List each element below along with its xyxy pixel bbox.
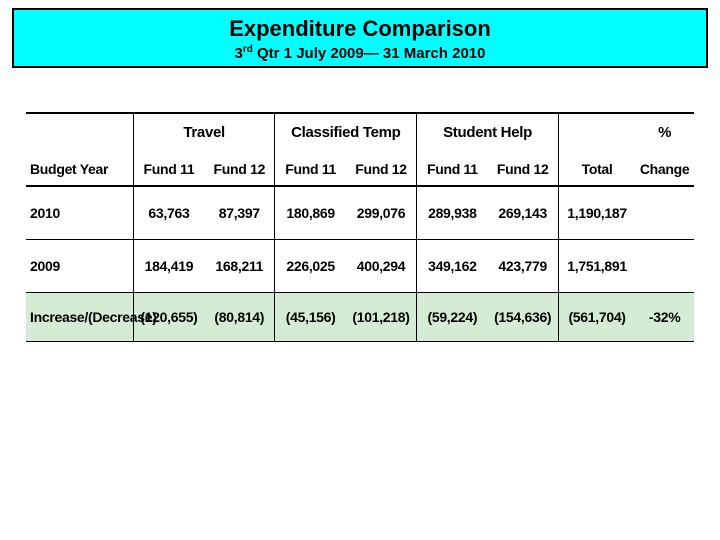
cell-value: 168,211: [204, 240, 275, 293]
cell-value: 269,143: [488, 186, 559, 240]
col-pct-change: Change: [635, 147, 694, 186]
cell-value: (59,224): [417, 293, 488, 342]
cell-value: 180,869: [275, 186, 346, 240]
col-travel-f12: Fund 12: [204, 147, 275, 186]
expenditure-table: Travel Classified Temp Student Help % Bu…: [26, 112, 694, 342]
col-travel-f11: Fund 11: [133, 147, 204, 186]
table-row: 2010 63,763 87,397 180,869 299,076 289,9…: [26, 186, 694, 240]
category-header-row: Travel Classified Temp Student Help %: [26, 113, 694, 147]
group-student-help: Student Help: [417, 113, 559, 147]
col-student-f11: Fund 11: [417, 147, 488, 186]
page-title: Expenditure Comparison: [24, 16, 696, 42]
col-total: Total: [558, 147, 635, 186]
table-row: 2009 184,419 168,211 226,025 400,294 349…: [26, 240, 694, 293]
cell-pct: [635, 186, 694, 240]
cell-value: 400,294: [346, 240, 417, 293]
cell-value: 289,938: [417, 186, 488, 240]
subtitle-ord-num: 3: [235, 45, 243, 62]
row-label-2009: 2009: [26, 240, 133, 293]
col-classified-f12: Fund 12: [346, 147, 417, 186]
column-header-row: Budget Year Fund 11 Fund 12 Fund 11 Fund…: [26, 147, 694, 186]
title-banner: Expenditure Comparison 3rd Qtr 1 July 20…: [12, 8, 708, 68]
cell-value: 423,779: [488, 240, 559, 293]
cell-value: 349,162: [417, 240, 488, 293]
subtitle-ord-suffix: rd: [243, 44, 253, 55]
cell-value: (80,814): [204, 293, 275, 342]
cell-total: 1,751,891: [558, 240, 635, 293]
cell-value: (154,636): [488, 293, 559, 342]
header-blank: [26, 113, 133, 147]
group-travel: Travel: [133, 113, 275, 147]
row-label-2010: 2010: [26, 186, 133, 240]
cell-pct: [635, 240, 694, 293]
page-subtitle: 3rd Qtr 1 July 2009— 31 March 2010: [24, 44, 696, 62]
cell-value: (101,218): [346, 293, 417, 342]
cell-total: 1,190,187: [558, 186, 635, 240]
cell-value: 226,025: [275, 240, 346, 293]
group-classified-temp: Classified Temp: [275, 113, 417, 147]
cell-value: 87,397: [204, 186, 275, 240]
cell-value: 184,419: [133, 240, 204, 293]
cell-value: 63,763: [133, 186, 204, 240]
pct-top: %: [635, 113, 694, 147]
table-row-difference: Increase/(Decrease) (120,655) (80,814) (…: [26, 293, 694, 342]
subtitle-rest: Qtr 1 July 2009— 31 March 2010: [253, 45, 486, 62]
cell-value: (45,156): [275, 293, 346, 342]
col-student-f12: Fund 12: [488, 147, 559, 186]
row-label-diff: Increase/(Decrease): [26, 293, 133, 342]
cell-value: 299,076: [346, 186, 417, 240]
cell-total: (561,704): [558, 293, 635, 342]
expenditure-table-wrap: Travel Classified Temp Student Help % Bu…: [12, 112, 708, 342]
col-budget-year: Budget Year: [26, 147, 133, 186]
group-total-blank: [558, 113, 635, 147]
cell-value: (120,655): [133, 293, 204, 342]
col-classified-f11: Fund 11: [275, 147, 346, 186]
cell-pct: -32%: [635, 293, 694, 342]
